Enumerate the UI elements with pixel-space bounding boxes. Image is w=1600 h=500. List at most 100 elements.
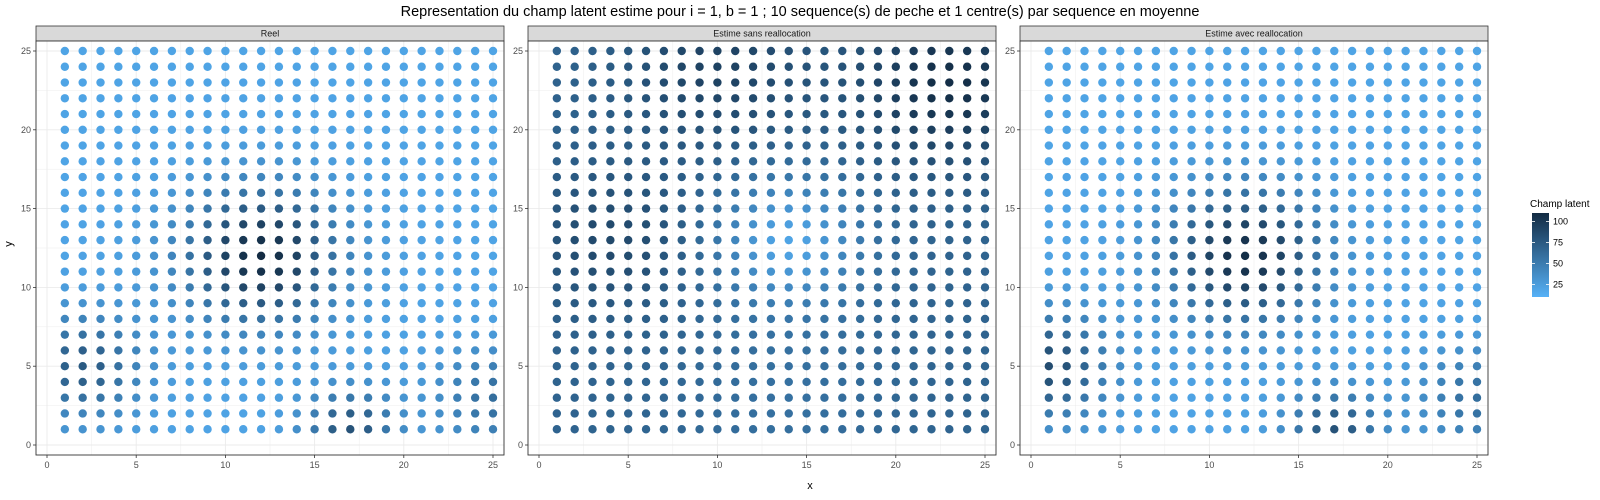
data-point (1472, 235, 1482, 245)
data-point (149, 94, 159, 103)
data-point (1080, 125, 1089, 134)
data-point (1347, 109, 1357, 119)
x-tick-label: 10 (220, 460, 230, 470)
data-point (1133, 78, 1143, 87)
data-point (1258, 314, 1268, 324)
data-point (677, 62, 686, 71)
data-point (980, 283, 990, 292)
data-point (945, 346, 954, 355)
data-point (381, 362, 391, 371)
data-point (1205, 220, 1214, 229)
data-point (1330, 172, 1339, 182)
data-point (363, 298, 373, 308)
data-point (78, 62, 87, 71)
data-point (60, 362, 70, 371)
data-point (766, 125, 776, 134)
data-point (606, 141, 615, 150)
data-point (552, 298, 562, 308)
y-tick-label: 15 (1005, 204, 1015, 214)
data-point (659, 204, 669, 213)
data-point (838, 220, 847, 229)
data-point (695, 425, 704, 434)
data-point (167, 141, 177, 150)
data-point (167, 251, 177, 261)
data-point (873, 409, 883, 418)
data-point (203, 393, 212, 402)
data-point (203, 409, 212, 418)
data-point (1472, 298, 1482, 308)
data-point (399, 188, 408, 198)
data-point (363, 125, 373, 134)
x-tick-label: 25 (1472, 460, 1482, 470)
data-point (132, 204, 141, 213)
data-point (1276, 141, 1285, 150)
y-tick-label: 10 (513, 282, 523, 292)
data-point (381, 409, 391, 418)
data-point (381, 283, 391, 292)
data-point (1312, 393, 1321, 402)
data-point (1062, 141, 1071, 150)
data-point (945, 188, 954, 198)
data-point (838, 362, 847, 371)
data-point (980, 330, 990, 339)
data-point (292, 235, 301, 245)
data-point (909, 157, 918, 166)
data-point (1347, 314, 1357, 324)
data-point (731, 125, 740, 134)
data-point (1187, 141, 1196, 150)
data-point (748, 362, 758, 371)
data-point (1276, 298, 1285, 308)
data-point (399, 283, 408, 292)
data-point (78, 94, 87, 103)
data-point (274, 314, 284, 324)
data-point (488, 425, 498, 434)
data-point (417, 283, 426, 292)
data-point (1116, 204, 1125, 213)
data-point (1401, 314, 1410, 324)
legend-title: Champ latent (1530, 199, 1590, 210)
data-point (1062, 251, 1071, 261)
data-point (1169, 346, 1178, 355)
data-point (713, 141, 722, 150)
data-point (435, 204, 444, 213)
data-point (820, 141, 829, 150)
data-point (1169, 267, 1178, 276)
data-point (624, 62, 633, 71)
data-point (1401, 188, 1410, 198)
data-point (641, 267, 651, 276)
data-point (1347, 235, 1357, 245)
data-point (256, 157, 266, 166)
data-point (292, 188, 301, 198)
data-point (838, 377, 847, 387)
data-point (641, 330, 651, 339)
data-point (1151, 141, 1161, 150)
data-point (1454, 188, 1464, 198)
data-point (624, 204, 633, 213)
data-point (1133, 157, 1143, 166)
data-point (310, 409, 319, 418)
data-point (1294, 314, 1303, 324)
data-point (873, 172, 883, 182)
data-point (292, 125, 301, 134)
data-point (980, 204, 990, 213)
data-point (1365, 188, 1375, 198)
data-point (381, 78, 391, 87)
data-point (60, 172, 70, 182)
data-point (766, 267, 776, 276)
data-point (221, 46, 230, 56)
y-tick-label: 25 (1005, 46, 1015, 56)
data-point (909, 298, 918, 308)
data-point (96, 393, 105, 402)
data-point (927, 235, 936, 245)
data-point (784, 188, 793, 198)
data-point (1133, 393, 1143, 402)
data-point (1044, 330, 1054, 339)
data-point (1080, 188, 1089, 198)
data-point (1454, 46, 1464, 56)
data-point (453, 157, 462, 166)
data-point (1258, 267, 1268, 276)
data-point (1205, 109, 1214, 119)
data-point (641, 188, 651, 198)
data-point (1240, 283, 1250, 292)
